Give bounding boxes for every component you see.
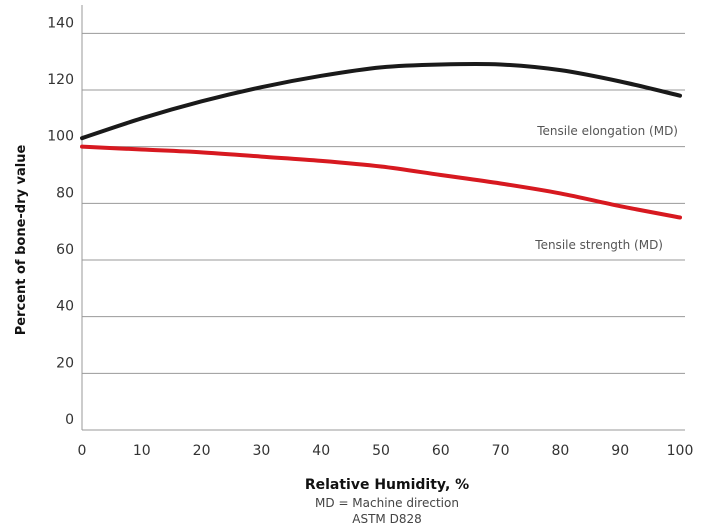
y-tick-80: 80 <box>56 185 74 201</box>
y-tick-60: 60 <box>56 242 74 258</box>
y-tick-40: 40 <box>56 299 74 315</box>
x-tick-labels: 0 10 20 30 40 50 60 70 80 90 100 <box>78 443 694 459</box>
series-label-1: Tensile strength (MD) <box>534 238 663 252</box>
x-tick-90: 90 <box>611 443 629 459</box>
x-tick-30: 30 <box>252 443 270 459</box>
series-lines <box>80 61 682 220</box>
y-axis-label: Percent of bone-dry value <box>14 145 29 336</box>
note-machine-direction: MD = Machine direction <box>315 496 459 510</box>
y-tick-0: 0 <box>65 412 74 428</box>
y-tick-labels: 0 20 40 60 80 100 120 140 <box>47 15 74 428</box>
x-tick-0: 0 <box>78 443 87 459</box>
y-tick-100: 100 <box>47 129 74 145</box>
x-tick-70: 70 <box>492 443 510 459</box>
series-label-0: Tensile elongation (MD) <box>536 124 678 138</box>
x-axis-label: Relative Humidity, % <box>305 477 469 493</box>
series-line-1 <box>80 144 682 220</box>
x-tick-10: 10 <box>133 443 151 459</box>
x-tick-50: 50 <box>372 443 390 459</box>
x-tick-20: 20 <box>193 443 211 459</box>
y-tick-120: 120 <box>47 72 74 88</box>
x-tick-60: 60 <box>432 443 450 459</box>
series-labels: Tensile elongation (MD) Tensile strength … <box>534 124 678 252</box>
note-astm-standard: ASTM D828 <box>352 512 421 526</box>
x-tick-40: 40 <box>312 443 330 459</box>
grid-lines <box>82 32 685 431</box>
y-tick-20: 20 <box>56 355 74 371</box>
x-tick-100: 100 <box>667 443 694 459</box>
y-tick-140: 140 <box>47 15 74 31</box>
x-tick-80: 80 <box>551 443 569 459</box>
series-line-0 <box>80 61 682 141</box>
